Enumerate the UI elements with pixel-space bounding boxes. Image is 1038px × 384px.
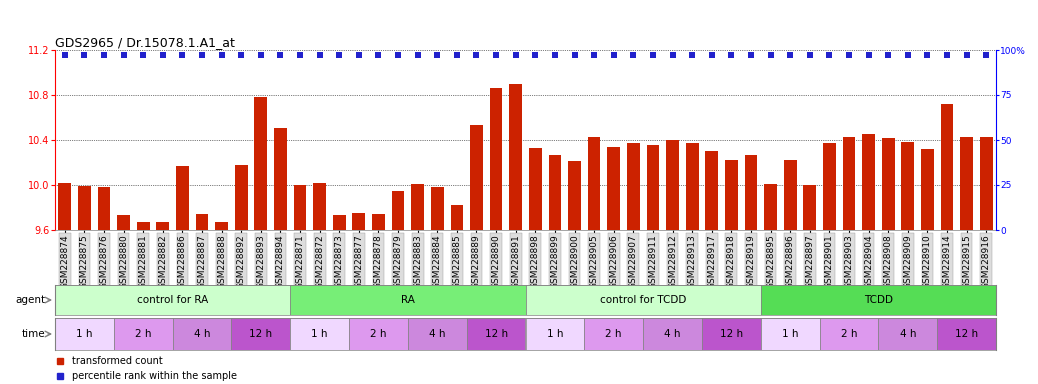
Bar xyxy=(627,143,639,230)
Bar xyxy=(568,161,581,230)
Bar xyxy=(391,190,405,230)
Bar xyxy=(823,143,836,230)
Bar xyxy=(408,318,467,350)
Bar xyxy=(195,214,209,230)
Text: control for RA: control for RA xyxy=(137,295,209,305)
Bar xyxy=(450,205,463,230)
Bar xyxy=(215,222,228,230)
Bar xyxy=(744,155,758,230)
Text: 2 h: 2 h xyxy=(605,329,622,339)
Text: GDS2965 / Dr.15078.1.A1_at: GDS2965 / Dr.15078.1.A1_at xyxy=(55,36,235,49)
Bar xyxy=(607,147,620,230)
Bar xyxy=(55,285,291,315)
Text: 12 h: 12 h xyxy=(485,329,508,339)
Bar xyxy=(176,166,189,230)
Text: percentile rank within the sample: percentile rank within the sample xyxy=(72,371,237,381)
Bar xyxy=(882,138,895,230)
Bar xyxy=(231,318,291,350)
Text: 2 h: 2 h xyxy=(135,329,152,339)
Bar xyxy=(291,318,349,350)
Bar xyxy=(803,185,816,230)
Bar xyxy=(921,149,934,230)
Bar xyxy=(820,318,878,350)
Bar xyxy=(529,148,542,230)
Text: 4 h: 4 h xyxy=(194,329,211,339)
Text: agent: agent xyxy=(16,295,46,305)
Bar xyxy=(313,183,326,230)
Bar xyxy=(937,318,996,350)
Text: 12 h: 12 h xyxy=(955,329,978,339)
Bar xyxy=(960,137,973,230)
Text: TCDD: TCDD xyxy=(864,295,893,305)
Bar xyxy=(706,151,718,230)
Bar xyxy=(55,318,114,350)
Bar xyxy=(114,318,172,350)
Bar xyxy=(702,318,761,350)
Bar xyxy=(372,214,385,230)
Bar xyxy=(940,104,953,230)
Bar xyxy=(333,215,346,230)
Bar xyxy=(467,318,525,350)
Bar xyxy=(294,185,306,230)
Bar xyxy=(863,134,875,230)
Text: 1 h: 1 h xyxy=(547,329,564,339)
Bar xyxy=(117,215,130,230)
Text: 12 h: 12 h xyxy=(249,329,272,339)
Bar xyxy=(764,184,776,230)
Text: 2 h: 2 h xyxy=(371,329,387,339)
Bar xyxy=(761,318,820,350)
Text: control for TCDD: control for TCDD xyxy=(600,295,686,305)
Bar xyxy=(525,285,761,315)
Text: transformed count: transformed count xyxy=(72,356,163,366)
Bar xyxy=(525,318,584,350)
Bar xyxy=(725,160,738,230)
Bar xyxy=(784,160,796,230)
Bar xyxy=(137,222,149,230)
Bar xyxy=(58,183,72,230)
Bar xyxy=(588,137,601,230)
Bar xyxy=(548,155,562,230)
Bar xyxy=(411,184,425,230)
Bar xyxy=(980,137,992,230)
Bar xyxy=(291,285,525,315)
Bar xyxy=(172,318,231,350)
Bar xyxy=(761,285,996,315)
Bar xyxy=(686,143,699,230)
Bar xyxy=(647,144,659,230)
Text: 2 h: 2 h xyxy=(841,329,857,339)
Bar xyxy=(666,140,679,230)
Text: 4 h: 4 h xyxy=(900,329,916,339)
Bar xyxy=(878,318,937,350)
Bar xyxy=(235,165,248,230)
Text: 1 h: 1 h xyxy=(782,329,798,339)
Text: 4 h: 4 h xyxy=(429,329,445,339)
Bar xyxy=(510,84,522,230)
Bar xyxy=(901,142,914,230)
Text: 1 h: 1 h xyxy=(311,329,328,339)
Bar xyxy=(584,318,644,350)
Bar xyxy=(157,222,169,230)
Text: 1 h: 1 h xyxy=(76,329,92,339)
Bar xyxy=(470,125,483,230)
Bar xyxy=(349,318,408,350)
Bar xyxy=(78,186,90,230)
Text: 12 h: 12 h xyxy=(719,329,743,339)
Bar xyxy=(353,213,365,230)
Bar xyxy=(431,187,443,230)
Bar xyxy=(98,187,110,230)
Text: time: time xyxy=(22,329,46,339)
Text: 4 h: 4 h xyxy=(664,329,681,339)
Text: RA: RA xyxy=(401,295,415,305)
Bar xyxy=(644,318,702,350)
Bar xyxy=(843,137,855,230)
Bar xyxy=(254,97,267,230)
Bar xyxy=(490,88,502,230)
Bar xyxy=(274,127,286,230)
